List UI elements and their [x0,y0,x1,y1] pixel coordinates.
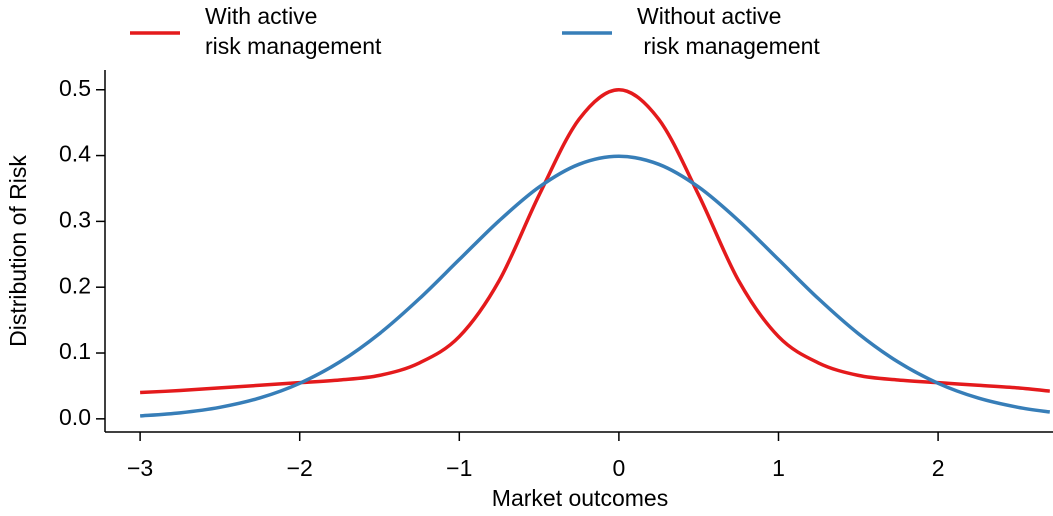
y-tick-label: 0.4 [59,141,91,167]
x-tick-label: −2 [287,455,313,481]
x-tick-label: 0 [613,455,626,481]
x-axis-label: Market outcomes [492,485,668,511]
y-tick-label: 0.3 [59,206,91,232]
y-tick-label: 0.0 [59,404,91,430]
legend-label: With active risk management [205,3,382,59]
series-line [140,87,1050,395]
y-tick-label: 0.5 [59,75,91,101]
series-line [139,154,1051,418]
x-tick-label: 2 [932,455,945,481]
legend-label: Without active risk management [637,3,820,59]
x-tick-label: −3 [127,455,153,481]
y-axis-label: Distribution of Risk [5,155,31,347]
x-tick-label: −1 [446,455,472,481]
x-tick-label: 1 [772,455,785,481]
y-tick-label: 0.2 [59,272,91,298]
y-tick-label: 0.1 [59,338,91,364]
